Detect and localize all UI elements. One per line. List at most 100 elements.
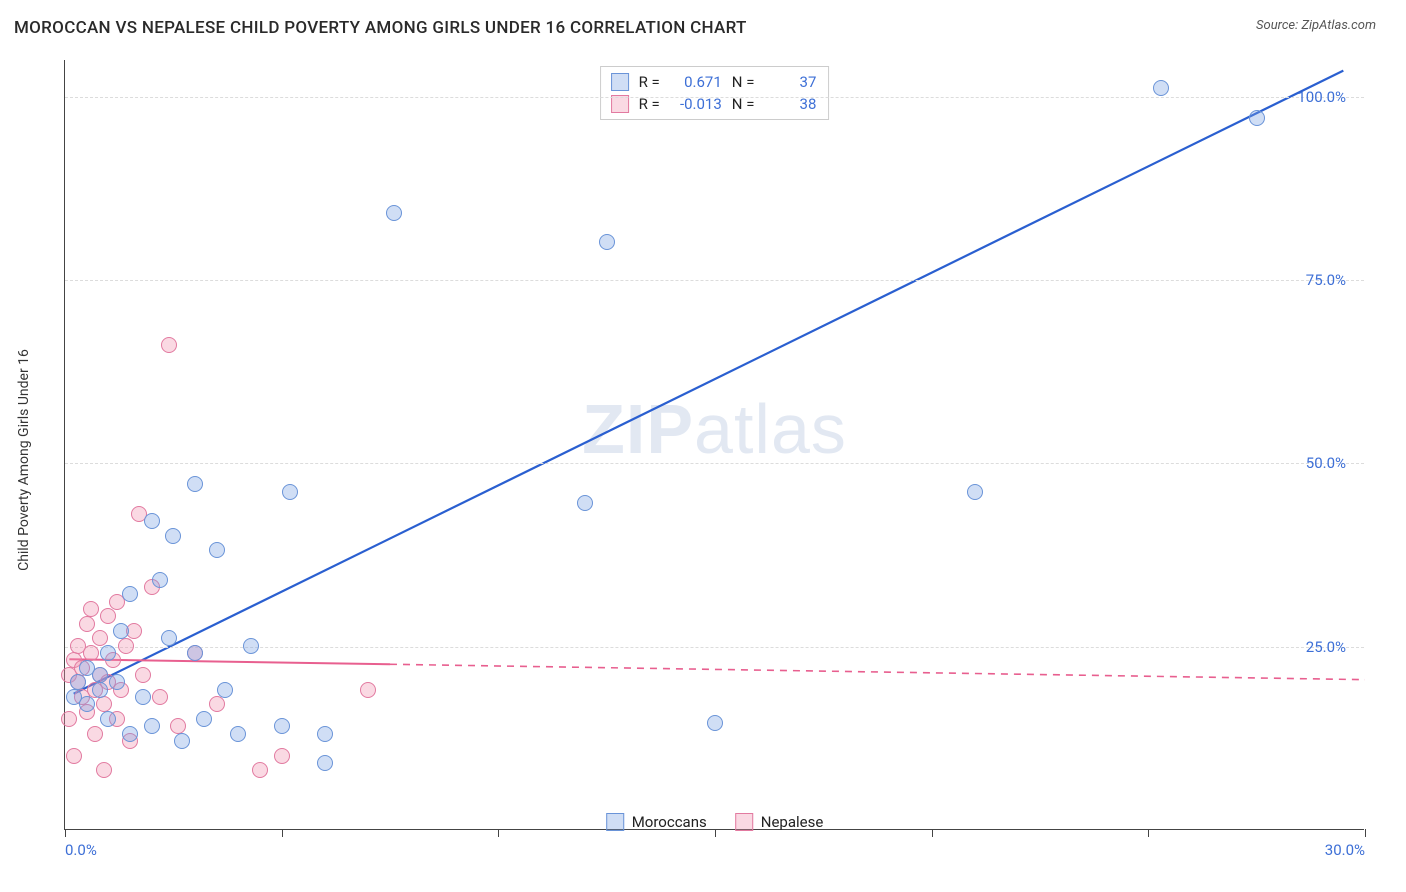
stats-legend-box: R = 0.671 N = 37 R = -0.013 N = 38 — [600, 66, 830, 120]
legend-item-nepalese: Nepalese — [735, 813, 824, 831]
scatter-point-moroccans — [282, 484, 298, 500]
swatch-nepalese-icon — [611, 95, 629, 113]
x-tick-label: 30.0% — [1325, 841, 1365, 859]
scatter-point-nepalese — [61, 711, 77, 727]
scatter-point-moroccans — [187, 476, 203, 492]
scatter-point-moroccans — [144, 718, 160, 734]
r-label: R = — [639, 73, 660, 91]
grid-line — [65, 647, 1364, 648]
x-tick — [1148, 829, 1149, 837]
scatter-point-moroccans — [243, 638, 259, 654]
scatter-point-moroccans — [317, 755, 333, 771]
scatter-point-nepalese — [66, 748, 82, 764]
watermark-atlas: atlas — [694, 390, 847, 468]
scatter-point-moroccans — [135, 689, 151, 705]
y-tick-label: 50.0% — [1306, 454, 1346, 472]
n-label: N = — [732, 73, 755, 91]
legend-item-moroccans: Moroccans — [606, 813, 707, 831]
scatter-point-moroccans — [100, 645, 116, 661]
y-tick-label: 75.0% — [1306, 271, 1346, 289]
watermark: ZIPatlas — [582, 389, 847, 469]
stats-row-moroccans: R = 0.671 N = 37 — [611, 71, 817, 93]
scatter-point-moroccans — [274, 718, 290, 734]
swatch-moroccans-icon — [606, 813, 624, 831]
scatter-point-moroccans — [1153, 80, 1169, 96]
y-tick-label: 25.0% — [1306, 638, 1346, 656]
scatter-point-nepalese — [252, 762, 268, 778]
legend-label: Nepalese — [761, 813, 824, 831]
r-label: R = — [639, 95, 660, 113]
scatter-point-moroccans — [209, 542, 225, 558]
scatter-point-moroccans — [92, 667, 108, 683]
scatter-point-moroccans — [144, 513, 160, 529]
x-tick — [282, 829, 283, 837]
scatter-point-moroccans — [577, 495, 593, 511]
grid-line — [65, 280, 1364, 281]
x-tick — [65, 829, 66, 837]
swatch-moroccans-icon — [611, 73, 629, 91]
watermark-zip: ZIP — [582, 390, 694, 468]
scatter-point-nepalese — [92, 630, 108, 646]
trend-line — [74, 71, 1344, 694]
scatter-point-moroccans — [161, 630, 177, 646]
scatter-point-nepalese — [100, 608, 116, 624]
scatter-point-moroccans — [599, 234, 615, 250]
source-prefix: Source: — [1256, 18, 1301, 33]
scatter-point-moroccans — [196, 711, 212, 727]
scatter-point-moroccans — [100, 711, 116, 727]
n-value: 38 — [764, 95, 816, 113]
scatter-point-moroccans — [92, 682, 108, 698]
trend-line — [390, 664, 1365, 679]
scatter-point-nepalese — [209, 696, 225, 712]
scatter-point-nepalese — [83, 645, 99, 661]
x-tick — [932, 829, 933, 837]
scatter-point-moroccans — [79, 696, 95, 712]
scatter-point-moroccans — [386, 205, 402, 221]
scatter-point-moroccans — [152, 572, 168, 588]
scatter-point-nepalese — [87, 726, 103, 742]
plot-area: ZIPatlas R = 0.671 N = 37 R = -0.013 N =… — [64, 60, 1364, 830]
grid-line — [65, 97, 1364, 98]
chart-title: MOROCCAN VS NEPALESE CHILD POVERTY AMONG… — [14, 18, 747, 38]
legend-label: Moroccans — [632, 813, 707, 831]
scatter-point-moroccans — [109, 674, 125, 690]
grid-line — [65, 463, 1364, 464]
scatter-point-moroccans — [230, 726, 246, 742]
scatter-point-nepalese — [96, 762, 112, 778]
scatter-point-moroccans — [113, 623, 129, 639]
scatter-point-moroccans — [165, 528, 181, 544]
x-tick — [498, 829, 499, 837]
source-attribution: Source: ZipAtlas.com — [1256, 18, 1376, 33]
x-tick — [715, 829, 716, 837]
scatter-point-moroccans — [122, 726, 138, 742]
header: MOROCCAN VS NEPALESE CHILD POVERTY AMONG… — [0, 0, 1406, 38]
scatter-point-nepalese — [152, 689, 168, 705]
scatter-point-moroccans — [1249, 110, 1265, 126]
n-label: N = — [732, 95, 755, 113]
y-axis-label: Child Poverty Among Girls Under 16 — [16, 349, 32, 571]
scatter-point-nepalese — [83, 601, 99, 617]
scatter-point-nepalese — [360, 682, 376, 698]
scatter-point-nepalese — [79, 616, 95, 632]
scatter-point-moroccans — [187, 645, 203, 661]
r-value: 0.671 — [670, 73, 722, 91]
y-tick-label: 100.0% — [1297, 88, 1346, 106]
x-tick-label: 0.0% — [65, 841, 97, 859]
n-value: 37 — [764, 73, 816, 91]
scatter-point-nepalese — [170, 718, 186, 734]
scatter-point-nepalese — [96, 696, 112, 712]
scatter-point-nepalese — [274, 748, 290, 764]
source-name: ZipAtlas.com — [1301, 18, 1376, 33]
r-value: -0.013 — [670, 95, 722, 113]
scatter-point-moroccans — [122, 586, 138, 602]
scatter-point-nepalese — [161, 337, 177, 353]
chart-container: Child Poverty Among Girls Under 16 ZIPat… — [52, 60, 1382, 860]
scatter-point-moroccans — [70, 674, 86, 690]
scatter-point-nepalese — [118, 638, 134, 654]
scatter-point-moroccans — [707, 715, 723, 731]
swatch-nepalese-icon — [735, 813, 753, 831]
scatter-point-moroccans — [174, 733, 190, 749]
x-tick — [1365, 829, 1366, 837]
scatter-point-moroccans — [967, 484, 983, 500]
scatter-point-moroccans — [217, 682, 233, 698]
